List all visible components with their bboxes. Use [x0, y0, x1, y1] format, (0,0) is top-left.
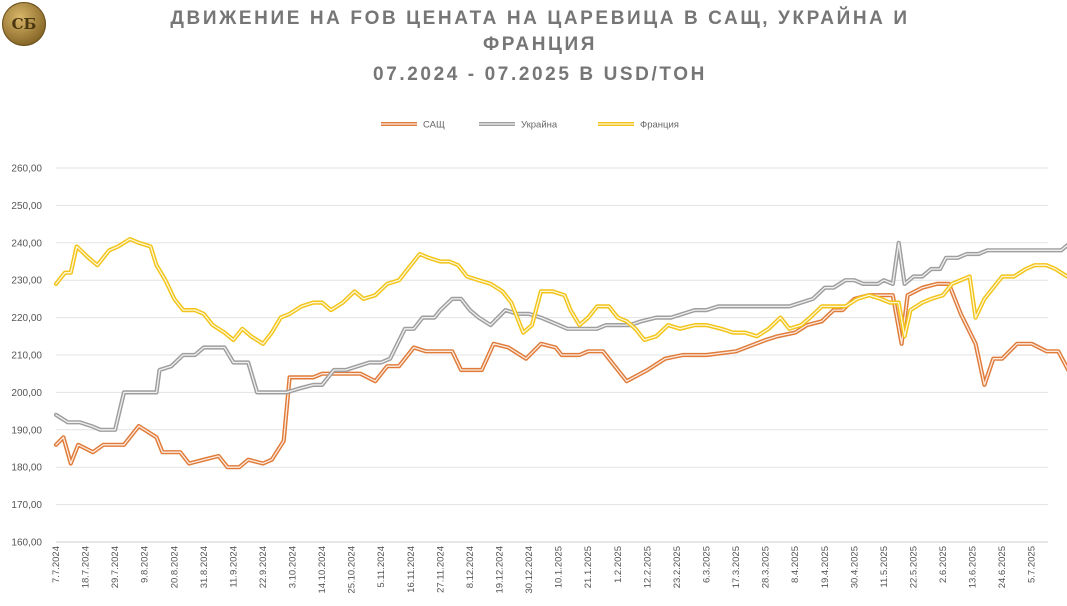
x-tick-label: 5.7.2025: [1027, 546, 1038, 583]
x-tick-label: 22.5.2025: [908, 546, 919, 588]
title-line-1: ДВИЖЕНИЕ НА FOB ЦЕНАТА НА ЦАРЕВИЦА В САЩ…: [170, 8, 910, 29]
series-line-inner: [55, 283, 1067, 468]
x-tick-label: 11.5.2025: [879, 546, 890, 588]
legend-label: Украйна: [521, 120, 558, 131]
x-tick-label: 23.2.2025: [672, 546, 683, 588]
x-tick-label: 19.4.2025: [820, 546, 831, 588]
chart-title: ДВИЖЕНИЕ НА FOB ЦЕНАТА НА ЦАРЕВИЦА В САЩ…: [60, 6, 1020, 88]
y-tick-label: 260,00: [11, 164, 42, 175]
x-tick-label: 20.8.2024: [169, 546, 180, 588]
y-axis: 160,00 170,00 180,00 190,00 200,00 210,00 220,…: [11, 164, 42, 549]
x-tick-label: 29.7.2024: [110, 546, 121, 588]
y-tick-label: 230,00: [11, 276, 42, 287]
x-tick-label: 16.11.2024: [406, 546, 417, 593]
y-tick-label: 220,00: [11, 313, 42, 324]
x-tick-label: 6.3.2025: [701, 546, 712, 583]
logo-emblem: СБ: [2, 2, 46, 46]
legend-label: САЩ: [423, 120, 445, 131]
series-line-inner: [55, 238, 1067, 345]
x-tick-label: 8.12.2024: [465, 546, 476, 588]
y-tick-label: 190,00: [11, 425, 42, 436]
x-tick-label: 21.1.2025: [583, 546, 594, 588]
series-line-outline: [53, 281, 1067, 470]
x-tick-label: 9.8.2024: [140, 546, 151, 583]
logo-text: СБ: [11, 15, 37, 33]
x-tick-label: 19.12.2024: [495, 546, 506, 594]
x-tick-label: 13.6.2025: [968, 546, 979, 588]
x-tick-label: 24.6.2025: [997, 546, 1008, 588]
series-lines: [53, 237, 1067, 470]
x-tick-label: 7.7.2024: [51, 546, 62, 583]
series-line-outline: [53, 237, 1067, 346]
x-tick-label: 12.2.2025: [642, 546, 653, 588]
x-tick-label: 10.1.2025: [554, 546, 565, 588]
legend-item: Украйна: [479, 120, 558, 131]
x-tick-label: 30.4.2025: [849, 546, 860, 588]
x-tick-label: 8.4.2025: [790, 546, 801, 583]
series-line-inner: [55, 242, 1067, 431]
x-tick-label: 22.9.2024: [258, 546, 269, 588]
x-tick-label: 1.2.2025: [613, 546, 624, 583]
x-tick-label: 18.7.2024: [81, 546, 92, 588]
x-tick-label: 27.11.2024: [435, 546, 446, 593]
x-tick-label: 28.3.2025: [761, 546, 772, 588]
legend: САЩ Украйна Франция: [381, 120, 679, 131]
x-tick-label: 5.11.2024: [376, 546, 387, 588]
legend-item: Франция: [598, 120, 679, 131]
y-tick-label: 170,00: [11, 500, 42, 511]
x-axis: 7.7.2024 18.7.2024 29.7.2024 9.8.2024 20.8.2…: [51, 541, 1048, 594]
x-tick-label: 3.10.2024: [288, 546, 299, 588]
legend-label: Франция: [640, 120, 679, 131]
y-tick-label: 200,00: [11, 388, 42, 399]
y-tick-label: 250,00: [11, 201, 42, 212]
x-tick-label: 25.10.2024: [347, 546, 358, 594]
x-tick-label: 17.3.2025: [731, 546, 742, 588]
x-tick-label: 31.8.2024: [199, 546, 210, 588]
x-tick-label: 11.9.2024: [228, 546, 239, 588]
legend-item: САЩ: [381, 120, 445, 131]
x-tick-label: 14.10.2024: [317, 546, 328, 594]
y-tick-label: 210,00: [11, 351, 42, 362]
x-tick-label: 30.12.2024: [524, 546, 535, 594]
y-tick-label: 180,00: [11, 463, 42, 474]
y-tick-label: 160,00: [11, 538, 42, 549]
grid-lines: [56, 167, 1048, 543]
title-line-3: 07.2024 - 07.2025 В USD/TOH: [373, 64, 707, 85]
series-line-outline: [53, 240, 1067, 432]
title-line-2: ФРАНЦИЯ: [482, 34, 598, 55]
y-tick-label: 240,00: [11, 238, 42, 249]
x-tick-label: 2.6.2025: [938, 546, 949, 583]
